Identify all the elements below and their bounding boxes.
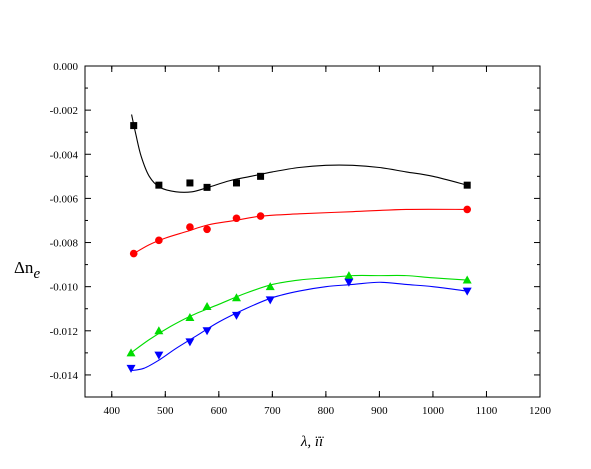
x-tick-label: 900 bbox=[371, 405, 388, 417]
tick-labels: 400 500 600 700 800 900 1000 1100 1200 0.000 -0.00… bbox=[50, 61, 552, 417]
data-point-series-3 bbox=[231, 293, 241, 302]
y-axis-label-sub: e bbox=[33, 266, 40, 282]
x-tick-label: 1000 bbox=[422, 405, 445, 417]
data-point-series-3 bbox=[202, 302, 212, 311]
fit-lines bbox=[130, 114, 468, 372]
y-tick-label: -0.008 bbox=[50, 238, 79, 250]
data-point-series-1 bbox=[232, 179, 240, 187]
data-point-series-4 bbox=[126, 364, 136, 373]
data-point-series-1 bbox=[130, 122, 138, 130]
data-point-series-1 bbox=[463, 181, 471, 189]
x-tick-label: 700 bbox=[264, 405, 281, 417]
data-point-series-3 bbox=[462, 275, 472, 284]
data-markers bbox=[126, 122, 472, 373]
data-point-series-4 bbox=[462, 287, 472, 296]
data-point-series-2 bbox=[463, 205, 472, 214]
x-tick-label: 1100 bbox=[476, 405, 498, 417]
data-point-series-3 bbox=[126, 348, 136, 357]
fit-line-series-2 bbox=[133, 208, 468, 255]
data-point-series-4 bbox=[265, 296, 275, 305]
y-axis-label: Δne bbox=[14, 258, 40, 282]
data-point-series-2 bbox=[232, 214, 241, 223]
data-point-series-3 bbox=[185, 313, 195, 322]
x-tick-label: 1200 bbox=[529, 405, 552, 417]
data-point-series-2 bbox=[203, 225, 211, 234]
data-point-series-4 bbox=[231, 311, 241, 320]
fit-line-series-4 bbox=[130, 281, 468, 372]
fit-line-series-3 bbox=[130, 274, 468, 354]
data-point-series-4 bbox=[202, 327, 212, 336]
y-tick-label: -0.006 bbox=[50, 193, 79, 205]
data-point-series-2 bbox=[256, 212, 265, 220]
x-tick-label: 600 bbox=[211, 405, 228, 417]
data-point-series-3 bbox=[344, 271, 354, 280]
data-point-series-4 bbox=[185, 338, 195, 347]
data-point-series-2 bbox=[129, 249, 138, 258]
fit-line-series-1 bbox=[131, 114, 468, 193]
data-point-series-2 bbox=[155, 236, 163, 245]
ticks bbox=[85, 65, 541, 397]
plot-frame bbox=[84, 65, 541, 398]
data-point-series-4 bbox=[344, 278, 354, 287]
x-tick-label: 800 bbox=[318, 405, 335, 417]
data-point-series-1 bbox=[155, 181, 163, 189]
x-tick-label: 400 bbox=[104, 405, 121, 417]
data-point-series-3 bbox=[154, 326, 164, 335]
x-axis-label: λ, ïï bbox=[300, 434, 324, 450]
data-point-series-1 bbox=[203, 183, 211, 191]
y-tick-label: -0.012 bbox=[50, 326, 78, 338]
data-point-series-2 bbox=[186, 223, 194, 231]
data-point-series-1 bbox=[186, 179, 194, 187]
y-tick-label: -0.004 bbox=[50, 149, 79, 161]
y-tick-label: 0.000 bbox=[53, 61, 78, 73]
data-point-series-3 bbox=[265, 282, 275, 291]
y-tick-label: -0.010 bbox=[50, 282, 79, 294]
x-tick-label: 500 bbox=[157, 405, 174, 417]
data-point-series-4 bbox=[154, 351, 164, 360]
data-point-series-1 bbox=[257, 172, 265, 180]
y-tick-label: -0.002 bbox=[50, 105, 78, 117]
y-tick-label: -0.014 bbox=[50, 370, 79, 382]
